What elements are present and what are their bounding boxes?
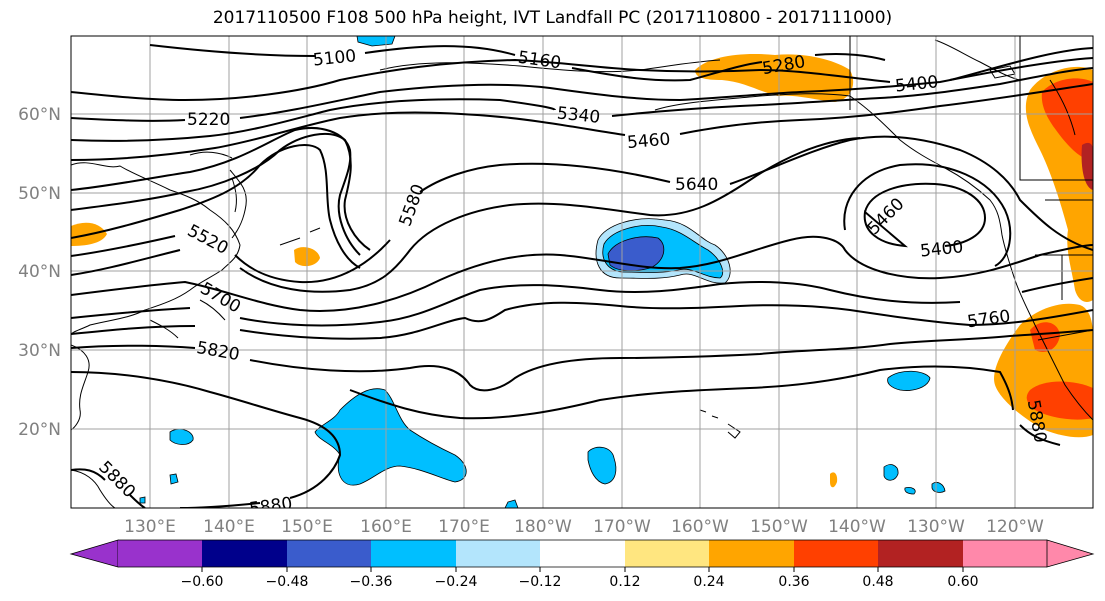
contour-label: 5880	[248, 494, 294, 520]
map-title: 2017110500 F108 500 hPa height, IVT Land…	[212, 8, 893, 28]
colorbar-tick: 0.60	[947, 574, 978, 590]
colorbar-tick: −0.24	[435, 574, 478, 590]
contour-label: 5340	[556, 103, 601, 127]
lon-label: 130°W	[907, 517, 965, 537]
longitude-labels: 130°E 140°E 150°E 160°E 170°E 180°W 170°…	[124, 517, 1044, 537]
colorbar-cell	[287, 540, 371, 567]
contour-label: 5460	[626, 129, 671, 153]
map-graticule	[71, 36, 1093, 508]
lon-label: 180°W	[514, 517, 572, 537]
latitude-labels: 60°N 50°N 40°N 30°N 20°N	[18, 105, 61, 440]
lat-label: 20°N	[18, 420, 61, 440]
lon-label: 150°W	[750, 517, 808, 537]
lat-label: 60°N	[18, 105, 61, 125]
contour-labels: 5100 5160 5280 5400 5220 5340 5460 5640 …	[94, 46, 1050, 520]
contour-label: 5220	[187, 110, 230, 130]
colorbar-cell	[540, 540, 625, 567]
colorbar-tick: −0.60	[181, 574, 224, 590]
lon-label: 170°E	[438, 517, 490, 537]
colorbar-tick: 0.24	[693, 574, 724, 590]
lon-label: 150°E	[281, 517, 333, 537]
lon-label: 140°E	[203, 517, 255, 537]
lon-label: 170°W	[593, 517, 651, 537]
colorbar-cell	[709, 540, 794, 567]
lon-label: 160°W	[671, 517, 729, 537]
map-frame	[70, 35, 1094, 509]
colorbar: −0.60 −0.48 −0.36 −0.24 −0.12 0.12 0.24 …	[69, 539, 1095, 590]
colorbar-cell	[202, 540, 287, 567]
coastlines	[71, 36, 1093, 508]
colorbar-cell	[371, 540, 456, 567]
contour-label: 5400	[919, 237, 964, 261]
contour-label: 5100	[312, 46, 357, 70]
colorbar-cell	[794, 540, 878, 567]
colorbar-cell	[878, 540, 963, 567]
height-contours	[71, 44, 1093, 508]
lon-label: 120°W	[986, 517, 1044, 537]
colorbar-cell	[118, 540, 202, 567]
colorbar-cell	[625, 540, 709, 567]
colorbar-tick: 0.48	[862, 574, 893, 590]
contour-label: 5640	[675, 175, 718, 195]
colorbar-cell	[1046, 539, 1095, 568]
lat-label: 40°N	[18, 262, 61, 282]
colorbar-cell	[69, 539, 119, 568]
colorbar-tick: −0.36	[350, 574, 393, 590]
colorbar-cell	[963, 540, 1047, 567]
colorbar-tick: −0.48	[266, 574, 309, 590]
lat-label: 30°N	[18, 341, 61, 361]
colorbar-cell	[456, 540, 540, 567]
colorbar-tick: 0.12	[609, 574, 640, 590]
contour-label: 5400	[894, 72, 939, 96]
lon-label: 140°W	[828, 517, 886, 537]
lon-label: 130°E	[124, 517, 176, 537]
colorbar-tick: −0.12	[519, 574, 562, 590]
lat-label: 50°N	[18, 184, 61, 204]
map-content: 5100 5160 5280 5400 5220 5340 5460 5640 …	[71, 36, 1093, 520]
lon-label: 160°E	[360, 517, 412, 537]
colorbar-tick: 0.36	[778, 574, 809, 590]
